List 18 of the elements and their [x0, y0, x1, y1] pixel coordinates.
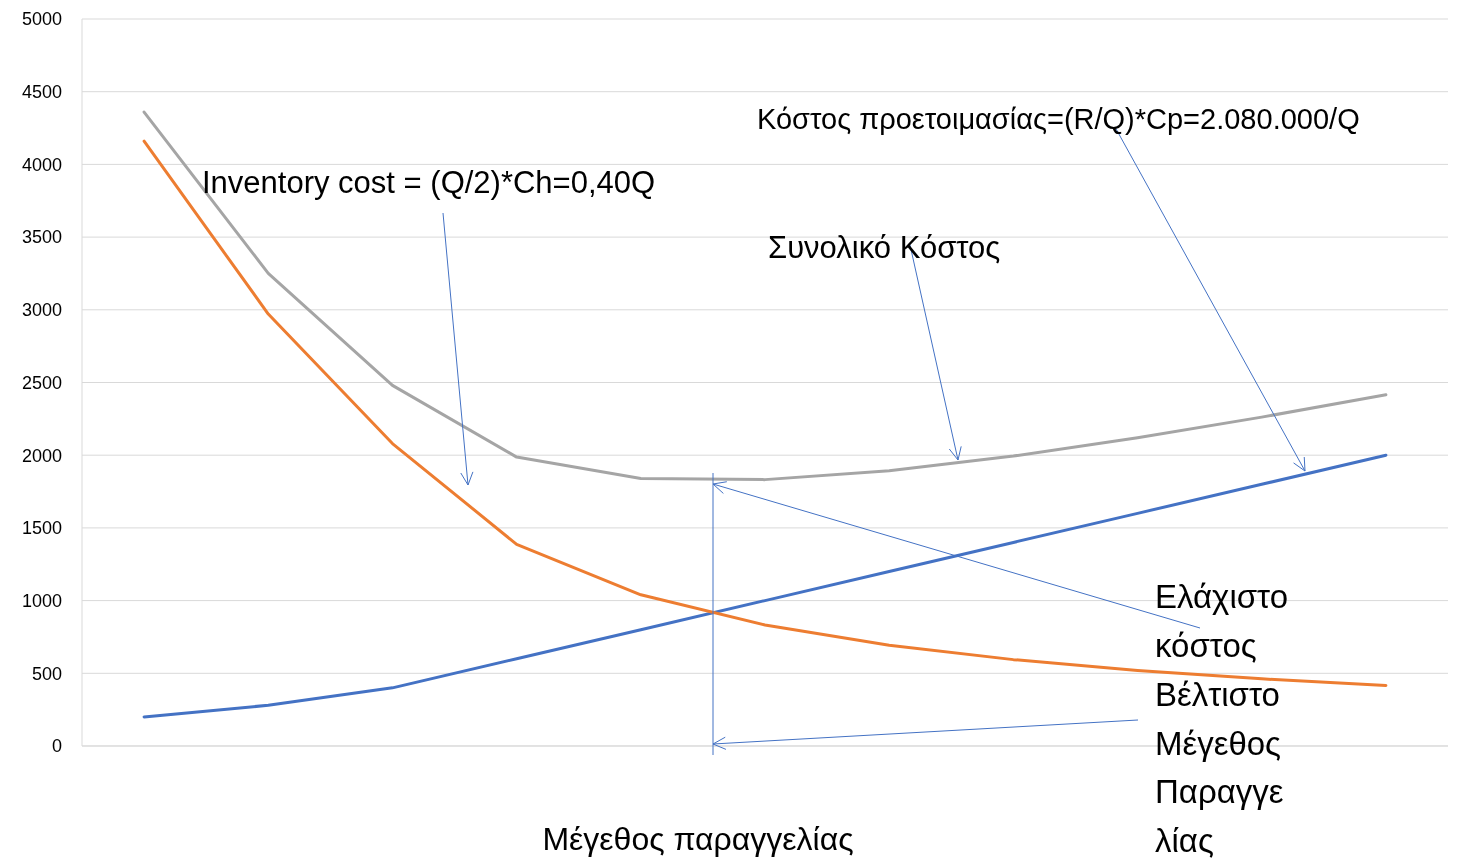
- y-tick-label: 1000: [21, 590, 62, 611]
- annotation: Συνολικό Κόστος: [768, 230, 1001, 265]
- y-tick-label: 5000: [21, 9, 62, 30]
- annotation: Βέλτιστο Μέγεθος Παραγγελίας: [1155, 676, 1284, 859]
- y-tick-label: 3500: [21, 227, 62, 248]
- x-axis-title: Μέγεθος παραγγελίας: [542, 821, 854, 857]
- annotation: Inventory cost = (Q/2)*Ch=0,40Q: [202, 165, 656, 200]
- y-tick-label: 0: [51, 736, 62, 757]
- y-tick-label: 2500: [21, 372, 62, 393]
- y-tick-label: 2000: [21, 445, 62, 466]
- y-tick-label: 4500: [21, 82, 62, 102]
- y-tick-label: 1500: [21, 518, 62, 539]
- line-series: [142, 453, 1388, 719]
- y-tick-label: 3000: [21, 300, 62, 321]
- y-tick-label: 4000: [21, 154, 62, 175]
- y-tick-label: 500: [31, 663, 62, 684]
- annotation: Κόστος προετοιμασίας=(R/Q)*Cp=2.080.000/Q: [757, 103, 1360, 135]
- annotation: Ελάχιστο κόστος: [1155, 578, 1289, 664]
